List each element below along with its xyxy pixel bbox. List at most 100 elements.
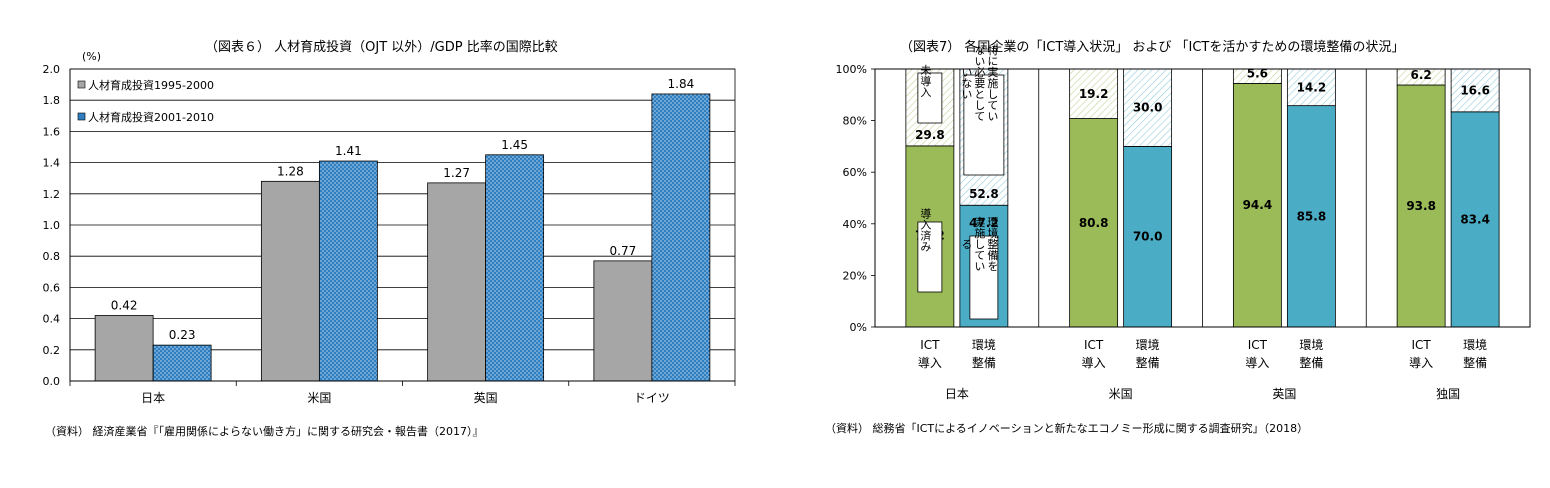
- x-subcategory-label: 導入: [918, 356, 942, 370]
- y-tick-label: 0.8: [43, 250, 61, 263]
- bar-series2: [318, 160, 378, 382]
- annotation-env-not-box: [963, 74, 1005, 176]
- x-category-label: 米国: [307, 391, 331, 405]
- data-label: 0.77: [610, 244, 637, 258]
- bar-ict-done: [1396, 84, 1446, 328]
- data-label: 94.4: [1243, 198, 1273, 212]
- x-subcategory-label: 導入: [1082, 356, 1106, 370]
- legend-label-series2: 人材育成投資2001-2010: [88, 110, 214, 124]
- data-label: 16.6: [1460, 83, 1490, 97]
- y-tick-label: 1.6: [43, 125, 61, 138]
- y-tick-label: 0.0: [43, 375, 61, 388]
- x-category-label: 英国: [1272, 387, 1296, 401]
- left-chart-panel: （図表６） 人材育成投資（OJT 以外）/GDP 比率の国際比較 0.0 0.2 0…: [0, 0, 770, 488]
- annotation-ict-not: 未導入: [919, 64, 932, 97]
- x-subcategory-label: 環境: [1299, 337, 1323, 352]
- x-subcategory-label: ICT: [1248, 338, 1268, 352]
- data-label: 1.41: [335, 144, 362, 158]
- bar-series2: [651, 93, 711, 382]
- x-category-label: ドイツ: [634, 391, 670, 405]
- y-tick-label: 80%: [843, 115, 867, 128]
- bar-ict-not: [1069, 68, 1119, 119]
- bar-env-done: [1286, 105, 1336, 328]
- data-label: 30.0: [1133, 101, 1163, 115]
- data-label: 1.45: [501, 138, 528, 152]
- x-subcategory-label: ICT: [1412, 338, 1432, 352]
- y-tick-label: 40%: [843, 218, 867, 231]
- x-subcategory-label: 整備: [1299, 355, 1323, 370]
- annotation-env-not: 特に実施してい: [986, 43, 999, 121]
- right-stacked-chart: 0%20%40%60%80%100%70.229.8ICT導入47.252.8環…: [836, 43, 1531, 401]
- x-category-label: 日本: [141, 391, 165, 405]
- x-subcategory-label: ICT: [1084, 338, 1104, 352]
- bar-ict-done: [1069, 118, 1119, 328]
- left-chart-source: （資料） 経済産業省『「雇用関係によらない働き方」に関する研究会・報告書（201…: [45, 425, 484, 438]
- y-tick-label: 100%: [836, 63, 867, 76]
- annotation-env-done: る: [960, 239, 973, 250]
- annotation-ict-not-box: [917, 72, 943, 124]
- bar-series1: [593, 260, 653, 382]
- bar-series1: [94, 315, 154, 382]
- x-subcategory-label: 整備: [972, 355, 996, 370]
- bar-env-not: [1450, 68, 1500, 113]
- x-subcategory-label: 環境: [1136, 337, 1160, 352]
- bar-env-done: [1450, 111, 1500, 328]
- data-label: 29.8: [915, 128, 945, 142]
- right-chart-title: （図表7） 各国企業の「ICT導入状況」 および 「ICTを活かすための環境整備…: [900, 40, 1405, 55]
- legend-swatch-series1: [77, 80, 86, 89]
- right-chart-source: （資料） 総務省「ICTによるイノベーションと新たなエコノミー形成に関する調査研…: [825, 422, 1309, 435]
- annotation-env-not: いない: [960, 67, 973, 100]
- data-label: 0.42: [111, 298, 138, 312]
- data-label: 85.8: [1297, 209, 1327, 223]
- y-tick-label: 60%: [843, 166, 867, 179]
- x-category-label: 日本: [945, 387, 969, 401]
- left-bar-chart: 0.0 0.2 0.4 0.6 0.8 1.0 1.2 1.4 1.6 1.8 2.0 (%) 0.42…: [43, 50, 736, 405]
- annotation-ict-done: 導入済み: [919, 207, 932, 252]
- annotation-env-done: 実施してい: [973, 215, 986, 271]
- x-subcategory-label: 整備: [1136, 355, 1160, 370]
- x-subcategory-label: 導入: [1409, 356, 1433, 370]
- left-chart-title: （図表６） 人材育成投資（OJT 以外）/GDP 比率の国際比較: [205, 40, 558, 55]
- bar-ict-done: [1232, 83, 1282, 328]
- data-label: 14.2: [1297, 80, 1327, 94]
- data-label: 83.4: [1460, 212, 1490, 226]
- data-label: 70.0: [1133, 230, 1163, 244]
- x-category-label: 米国: [1109, 387, 1133, 401]
- bar-series1: [260, 180, 320, 382]
- plot-frame: [69, 68, 736, 382]
- x-subcategory-label: 導入: [1245, 356, 1269, 370]
- y-tick-label: 1.4: [43, 157, 61, 170]
- data-label: 1.27: [443, 166, 470, 180]
- data-label: 6.2: [1410, 68, 1431, 82]
- y-tick-label: 0%: [850, 321, 867, 334]
- bar-env-done: [1123, 145, 1173, 328]
- x-subcategory-label: 環境: [1463, 337, 1487, 352]
- bar-series2: [152, 344, 212, 382]
- data-label: 93.8: [1406, 199, 1436, 213]
- y-tick-label: 0.4: [43, 313, 61, 326]
- y-tick-label: 1.8: [43, 94, 61, 107]
- data-label: 1.84: [668, 77, 695, 91]
- y-tick-label: 0.2: [43, 344, 61, 357]
- y-tick-label: 20%: [843, 269, 867, 282]
- annotation-env-done-box: [969, 235, 999, 320]
- data-label: 80.8: [1079, 216, 1109, 230]
- data-label: 5.6: [1247, 66, 1268, 80]
- y-unit-label: (%): [82, 50, 101, 63]
- bar-series1: [427, 182, 487, 382]
- bar-series2: [485, 154, 545, 382]
- annotation-ict-done-box: [917, 221, 943, 293]
- legend-label-series1: 人材育成投資1995-2000: [88, 78, 214, 92]
- data-label: 19.2: [1079, 87, 1109, 101]
- y-tick-label: 2.0: [43, 63, 61, 76]
- x-category-label: 独国: [1436, 387, 1460, 401]
- x-subcategory-label: ICT: [920, 338, 940, 352]
- data-label: 0.23: [169, 328, 196, 342]
- y-tick-label: 0.6: [43, 281, 61, 294]
- data-label: 47.2: [969, 216, 999, 230]
- y-tick-label: 1.0: [43, 219, 61, 232]
- plot-frame: [874, 68, 1531, 328]
- bar-env-not: [1286, 68, 1336, 107]
- right-chart-panel: （図表7） 各国企業の「ICT導入状況」 および 「ICTを活かすための環境整備…: [790, 0, 1550, 488]
- y-tick-label: 1.2: [43, 188, 61, 201]
